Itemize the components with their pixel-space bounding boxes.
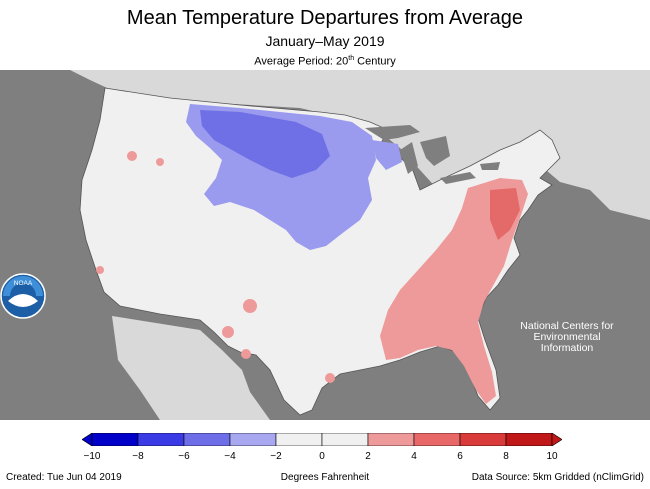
legend-color-swatch (229, 433, 277, 446)
canada-land (0, 70, 650, 220)
legend-color-swatch (137, 433, 185, 446)
legend-tick-label: −4 (224, 451, 236, 462)
legend-color-swatch (459, 433, 507, 446)
warm-spot (127, 151, 137, 161)
map-title: Mean Temperature Departures from Average (126, 7, 524, 29)
noaa-logo-icon: NOAA (0, 273, 46, 319)
center-name-line-2: Environmental (533, 331, 601, 343)
warm-spot (96, 266, 104, 274)
legend-color-swatch (413, 433, 461, 446)
warm-spot (243, 299, 257, 313)
average-period: Average Period: 20th Century (0, 52, 650, 69)
great-lakes (365, 125, 500, 184)
legend-tick-label: −10 (83, 451, 101, 462)
cold-anomaly-core (200, 110, 330, 178)
legend-color-swatch (505, 433, 553, 446)
warm-spot (241, 349, 251, 359)
legend-tick-label: −8 (132, 451, 144, 462)
warm-anomaly-region (380, 178, 528, 404)
legend-tick-label: 10 (546, 451, 558, 462)
legend-color-swatch (183, 433, 231, 446)
legend-tick-label: 6 (457, 451, 463, 462)
legend-tick-label: −6 (178, 451, 190, 462)
mexico-land (112, 316, 270, 420)
legend-tick-label: 4 (411, 451, 417, 462)
average-period-prefix: Average Period: 20 (254, 55, 349, 68)
legend-color-swatch (367, 433, 415, 446)
center-name-line-1: National Centers for (520, 320, 614, 332)
data-source: Data Source: 5km Gridded (nClimGrid) (471, 472, 644, 483)
warm-spot (156, 158, 164, 166)
legend-color-swatch (321, 433, 369, 446)
legend-tick-label: 8 (503, 451, 509, 462)
legend-color-swatch (91, 433, 139, 446)
map-canvas (0, 70, 650, 420)
average-period-tail: Century (354, 55, 396, 68)
legend-unit-label: Degrees Fahrenheit (280, 472, 370, 483)
color-legend-bar (82, 433, 562, 446)
average-period-suffix: th (348, 55, 355, 62)
map-subtitle: January–May 2019 (265, 33, 385, 49)
warm-spot (325, 373, 335, 383)
center-name: National Centers for Environmental Infor… (508, 321, 626, 354)
noaa-logo-text: NOAA (14, 280, 33, 287)
temperature-departure-map: NOAA National Centers for Environmental … (0, 70, 650, 420)
warm-anomaly-core (490, 188, 520, 240)
legend-color-swatch (275, 433, 323, 446)
legend-tick-label: 2 (365, 451, 371, 462)
legend-low-arrow (82, 433, 93, 446)
legend-tick-label: −2 (270, 451, 282, 462)
cold-anomaly-lakes (372, 140, 402, 170)
center-name-line-3: Information (540, 342, 594, 354)
legend-high-arrow (551, 433, 562, 446)
legend-tick-label: 0 (319, 451, 325, 462)
created-date: Created: Tue Jun 04 2019 (6, 472, 122, 483)
warm-spot (222, 326, 234, 338)
